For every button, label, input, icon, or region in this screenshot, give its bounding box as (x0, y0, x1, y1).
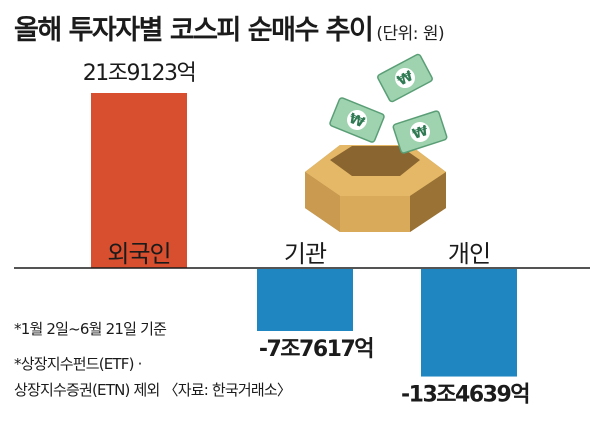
money-box-icon: ₩ ₩ ₩ (305, 53, 448, 232)
chart-title: 올해 투자자별 코스피 순매수 추이 (단위: 원) (14, 8, 445, 47)
category-label-2: 기관 (284, 240, 327, 268)
box-left-face (305, 172, 340, 232)
box-front-face (340, 196, 410, 232)
value-label-3: -13조4639억 (401, 383, 529, 408)
unit-label: (단위: 원) (376, 24, 445, 44)
svg-text:₩: ₩ (395, 68, 417, 90)
bar-2 (257, 269, 353, 331)
note-period: *1월 2일~6월 21일 기준 (14, 320, 167, 338)
banknote-icon: ₩ (392, 110, 448, 154)
value-label-2: -7조7617억 (259, 337, 373, 362)
svg-text:₩: ₩ (410, 123, 430, 143)
title-text: 올해 투자자별 코스피 순매수 추이 (14, 15, 374, 46)
category-label-1: 외국인 (107, 240, 170, 268)
category-label-3: 개인 (448, 240, 490, 268)
banknote-icon: ₩ (377, 53, 433, 103)
note-exclusion-2: 상장지수증권(ETN) 제외 〈자료: 한국거래소〉 (14, 381, 292, 399)
box-right-face (410, 172, 446, 232)
svg-text:₩: ₩ (346, 111, 367, 132)
value-label-1: 21조9123억 (83, 61, 195, 86)
box-opening (330, 146, 420, 176)
note-exclusion-1: *상장지수펀드(ETF) · (14, 355, 142, 373)
bar-1 (91, 93, 187, 268)
banknote-icon: ₩ (329, 97, 385, 143)
bar-3 (421, 269, 517, 377)
